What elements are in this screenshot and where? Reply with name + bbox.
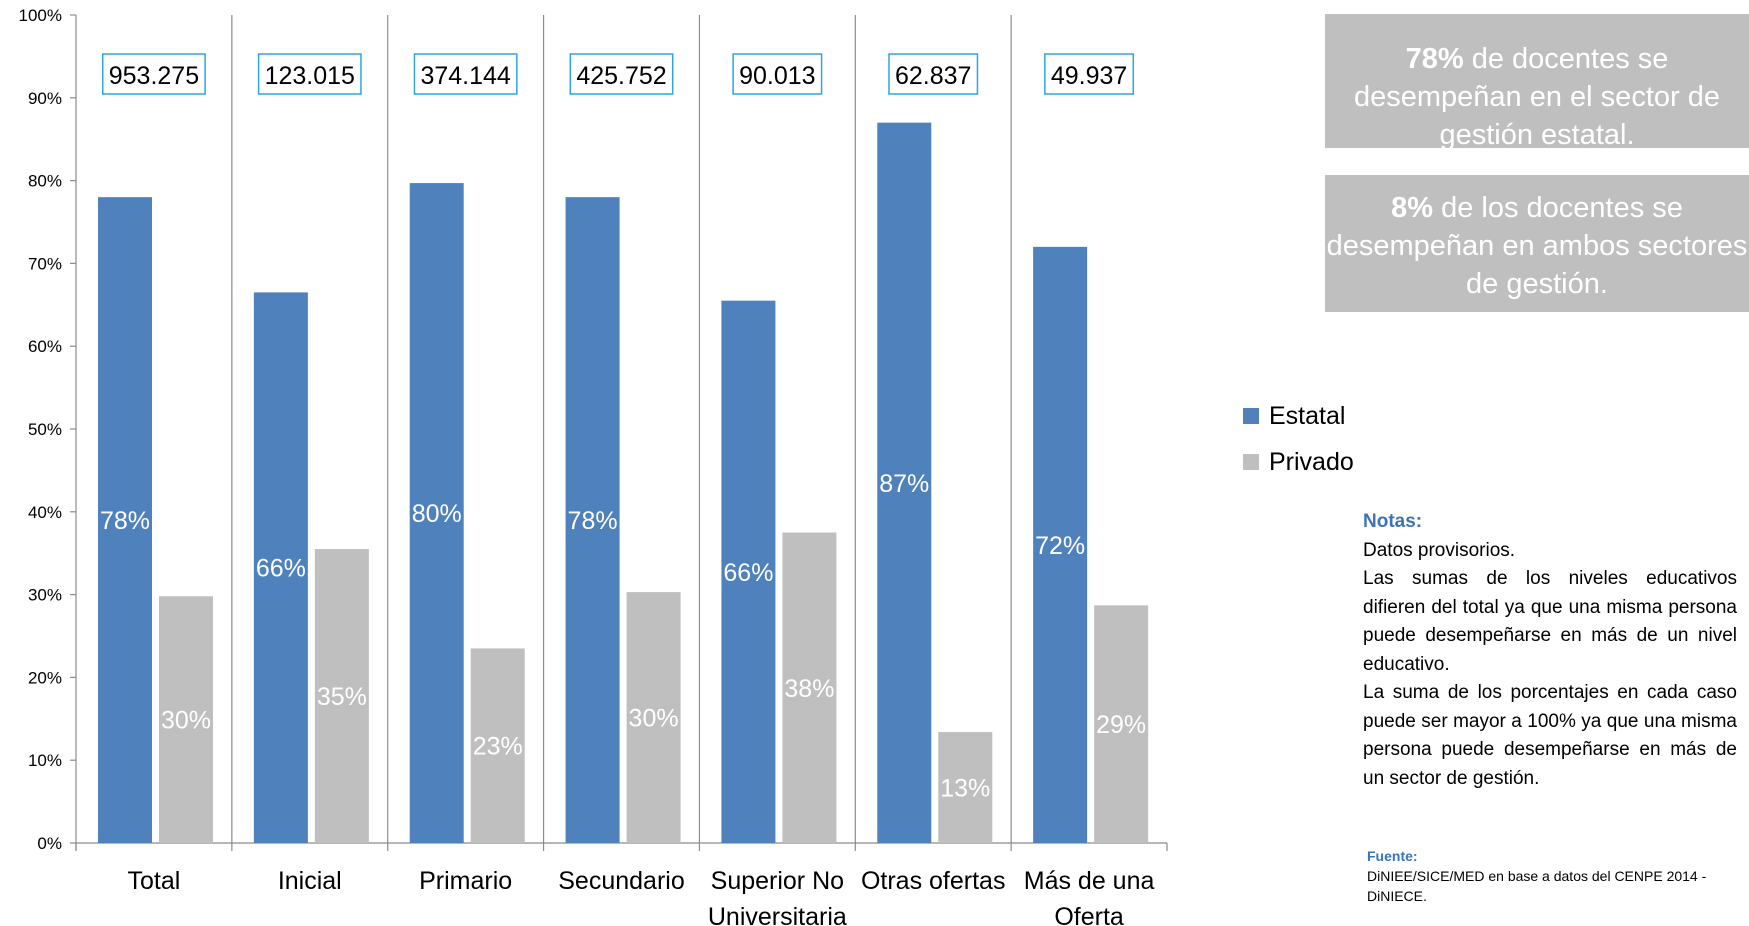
notes-line-2: Las sumas de los niveles educativos difi… xyxy=(1363,568,1737,675)
data-label: 13% xyxy=(940,775,990,803)
total-value: 953.275 xyxy=(109,62,199,90)
bar-privado xyxy=(1094,605,1149,843)
total-box xyxy=(888,53,979,95)
y-tick-label: 20% xyxy=(28,668,62,687)
chart-legend: Estatal Privado xyxy=(1243,393,1354,485)
total-value: 123.015 xyxy=(265,62,355,90)
bar-privado xyxy=(626,592,681,843)
legend-label-estatal: Estatal xyxy=(1269,401,1346,430)
y-tick-label: 0% xyxy=(37,834,62,853)
category-label: Total xyxy=(128,867,181,895)
category-label: Superior No xyxy=(711,867,844,895)
y-tick-label: 100% xyxy=(19,6,62,25)
y-tick-label: 80% xyxy=(28,172,62,191)
total-box xyxy=(569,53,674,95)
source-title: Fuente: xyxy=(1367,848,1418,864)
notes-section: Notas: Datos provisorios. Las sumas de l… xyxy=(1363,508,1737,793)
y-tick-label: 10% xyxy=(28,751,62,770)
bar-estatal xyxy=(721,300,776,843)
data-label: 66% xyxy=(723,559,773,587)
callout-estatal: 78% de docentes se desempeñan en el sect… xyxy=(1325,14,1749,151)
source-section: Fuente: DiNIEE/SICE/MED en base a datos … xyxy=(1367,846,1747,906)
bar-privado xyxy=(314,549,369,843)
legend-swatch-privado xyxy=(1243,454,1259,470)
data-label: 66% xyxy=(256,555,306,583)
data-label: 29% xyxy=(1096,711,1146,739)
callout-ambos-bold: 8% xyxy=(1391,192,1434,224)
category-label: Primario xyxy=(419,867,512,895)
data-label: 87% xyxy=(879,470,929,498)
callout-estatal-text: de docentes se desempeñan en el sector d… xyxy=(1354,43,1720,151)
data-label: 23% xyxy=(473,733,523,761)
category-label: Oferta xyxy=(1054,903,1124,926)
data-label: 38% xyxy=(784,675,834,703)
legend-item-privado: Privado xyxy=(1243,439,1354,485)
y-tick-label: 40% xyxy=(28,503,62,522)
bar-estatal xyxy=(409,183,464,844)
data-label: 78% xyxy=(568,507,618,535)
bar-privado xyxy=(470,648,525,843)
bar-estatal xyxy=(565,197,620,843)
total-value: 425.752 xyxy=(576,62,666,90)
total-value: 90.013 xyxy=(739,62,815,90)
total-box xyxy=(1044,53,1135,95)
category-label: Inicial xyxy=(278,867,342,895)
total-box xyxy=(732,53,823,95)
bar-privado xyxy=(938,732,993,843)
category-label: Secundario xyxy=(558,867,684,895)
bar-estatal xyxy=(253,292,308,843)
source-text: DiNIEE/SICE/MED en base a datos del CENP… xyxy=(1367,868,1707,904)
legend-label-privado: Privado xyxy=(1269,447,1354,476)
data-label: 30% xyxy=(629,705,679,733)
callout-ambos: 8% de los docentes se desempeñan en ambo… xyxy=(1325,175,1749,312)
callout-estatal-bold: 78% xyxy=(1405,43,1464,75)
y-tick-label: 60% xyxy=(28,337,62,356)
legend-swatch-estatal xyxy=(1243,408,1259,424)
category-label: Más de una xyxy=(1024,867,1155,895)
y-tick-label: 90% xyxy=(28,89,62,108)
data-label: 35% xyxy=(317,683,367,711)
y-tick-label: 30% xyxy=(28,586,62,605)
y-tick-label: 70% xyxy=(28,254,62,273)
data-label: 72% xyxy=(1035,532,1085,560)
bar-estatal xyxy=(877,122,932,843)
notes-line-1: Datos provisorios. xyxy=(1363,539,1516,561)
bar-chart: 0% 10% 20% 30% 40% 50% 60% 70% 80% 90% 100% 78% 66% 8… xyxy=(19,6,1168,926)
notes-line-3: La suma de los porcentajes en cada caso … xyxy=(1363,682,1737,789)
bar-privado xyxy=(159,596,213,843)
category-label: Universitaria xyxy=(708,903,847,926)
data-label: 30% xyxy=(161,707,211,735)
callout-ambos-text: de los docentes se desempeñan en ambos s… xyxy=(1326,192,1748,300)
legend-item-estatal: Estatal xyxy=(1243,393,1354,439)
total-box xyxy=(257,53,362,95)
data-label: 78% xyxy=(100,507,150,535)
total-value: 62.837 xyxy=(895,62,971,90)
bar-estatal xyxy=(1033,246,1088,844)
total-box xyxy=(413,53,518,95)
total-value: 49.937 xyxy=(1051,62,1127,90)
bar-estatal xyxy=(98,197,152,843)
bar-privado xyxy=(782,532,837,843)
y-tick-label: 50% xyxy=(28,420,62,439)
total-box xyxy=(101,53,206,95)
total-value: 374.144 xyxy=(420,62,510,90)
notes-title: Notas: xyxy=(1363,511,1423,532)
category-label: Otras ofertas xyxy=(861,867,1006,895)
data-label: 80% xyxy=(412,500,462,528)
